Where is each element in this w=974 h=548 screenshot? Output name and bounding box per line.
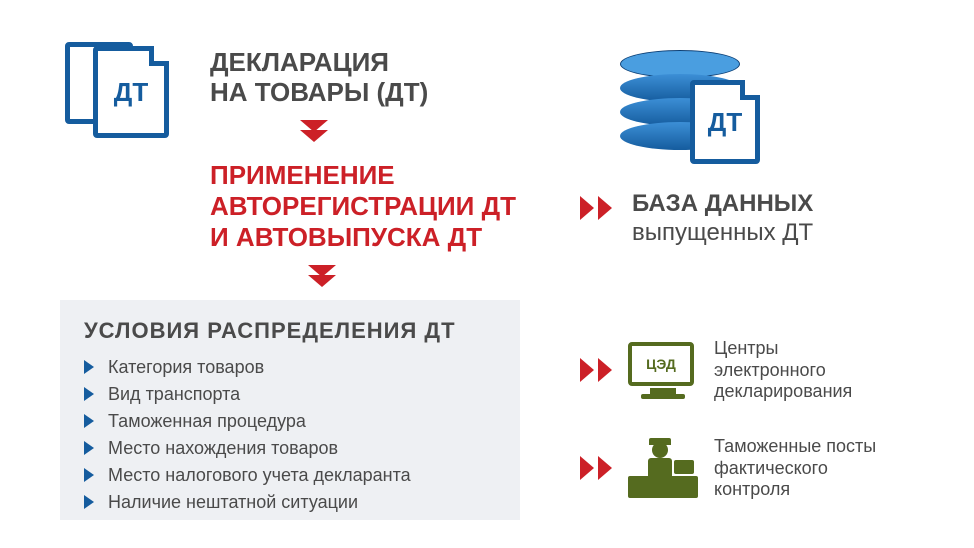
- monitor-icon: ЦЭД: [628, 342, 698, 399]
- down-arrow-icon: [308, 275, 336, 287]
- ced-text: Центры электронного декларирования: [714, 338, 852, 403]
- right-arrow-icon: [580, 456, 594, 480]
- customs-line3: контроля: [714, 479, 876, 501]
- ced-row: ЦЭД Центры электронного декларирования: [580, 338, 852, 403]
- document-fold-corner: [740, 80, 760, 100]
- auto-processing-line2: АВТОРЕГИСТРАЦИИ ДТ: [210, 191, 516, 222]
- conditions-list: Категория товаров Вид транспорта Таможен…: [84, 354, 496, 516]
- ced-line2: электронного: [714, 360, 852, 382]
- database-document: ДТ: [690, 80, 760, 164]
- conditions-title: УСЛОВИЯ РАСПРЕДЕЛЕНИЯ ДТ: [84, 318, 496, 344]
- database-title: БАЗА ДАННЫХ выпущенных ДТ: [632, 190, 813, 248]
- auto-processing-line3: И АВТОВЫПУСКА ДТ: [210, 222, 516, 253]
- condition-item: Место нахождения товаров: [84, 435, 496, 462]
- auto-processing-line1: ПРИМЕНЕНИЕ: [210, 160, 516, 191]
- customs-officer-icon: [628, 438, 698, 498]
- condition-item: Категория товаров: [84, 354, 496, 381]
- down-arrow-icon: [300, 130, 328, 142]
- declaration-title-line2: НА ТОВАРЫ (ДТ): [210, 78, 428, 108]
- right-arrow-icon: [580, 196, 594, 220]
- right-arrow-icon: [580, 358, 594, 382]
- monitor-screen-label: ЦЭД: [628, 342, 694, 386]
- distribution-conditions-box: УСЛОВИЯ РАСПРЕДЕЛЕНИЯ ДТ Категория товар…: [60, 300, 520, 520]
- database-doc-label: ДТ: [708, 107, 742, 138]
- dt-document-icon: ДТ: [65, 40, 185, 140]
- customs-line1: Таможенные посты: [714, 436, 876, 458]
- document-fold-corner: [149, 46, 169, 66]
- right-arrow-icon: [598, 456, 612, 480]
- right-arrow-icon: [598, 358, 612, 382]
- document-front: ДТ: [93, 46, 169, 138]
- customs-post-text: Таможенные посты фактического контроля: [714, 436, 876, 501]
- condition-item: Наличие нештатной ситуации: [84, 489, 496, 516]
- condition-item: Вид транспорта: [84, 381, 496, 408]
- database-icon: ДТ: [620, 40, 780, 170]
- condition-item: Место налогового учета декларанта: [84, 462, 496, 489]
- ced-line1: Центры: [714, 338, 852, 360]
- declaration-title: ДЕКЛАРАЦИЯ НА ТОВАРЫ (ДТ): [210, 48, 428, 108]
- right-arrow-icon: [598, 196, 612, 220]
- document-label: ДТ: [114, 77, 148, 108]
- customs-line2: фактического: [714, 458, 876, 480]
- database-title-reg: выпущенных ДТ: [632, 219, 813, 246]
- ced-line3: декларирования: [714, 381, 852, 403]
- database-row: [580, 196, 612, 220]
- database-title-bold: БАЗА ДАННЫХ: [632, 190, 813, 217]
- customs-post-row: Таможенные посты фактического контроля: [580, 436, 876, 501]
- declaration-title-line1: ДЕКЛАРАЦИЯ: [210, 48, 428, 78]
- auto-processing-heading: ПРИМЕНЕНИЕ АВТОРЕГИСТРАЦИИ ДТ И АВТОВЫПУ…: [210, 160, 516, 254]
- condition-item: Таможенная процедура: [84, 408, 496, 435]
